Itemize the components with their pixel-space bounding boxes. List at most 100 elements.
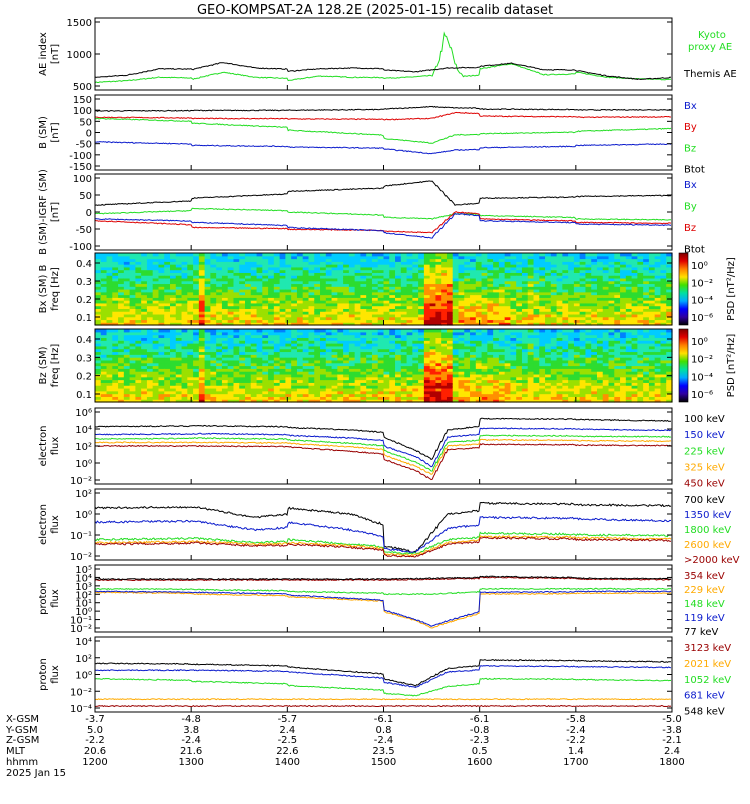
heatmap-cell: [124, 329, 130, 332]
heatmap-cell: [147, 329, 153, 332]
y-tick-label: 150: [73, 95, 92, 106]
heatmap-cell: [407, 329, 413, 332]
heatmap-cell: [418, 329, 424, 332]
y-axis-label: [nT]: [50, 122, 61, 142]
heatmap-cell: [222, 329, 228, 332]
legend-entry: Themis AE: [683, 69, 737, 80]
heatmap-cell: [251, 253, 257, 256]
y-axis-label: Bx (SM) B: [38, 264, 49, 313]
heatmap-cell: [470, 253, 476, 256]
y-axis-label: [nT]: [50, 44, 61, 64]
heatmap-cell: [274, 253, 280, 256]
panel-frame: [95, 174, 672, 250]
heatmap-cell: [441, 329, 447, 332]
heatmap-cell: [285, 329, 291, 332]
heatmap-cell: [580, 329, 586, 332]
heatmap-cell: [522, 329, 528, 332]
colorbar-tick-label: 10⁻⁴: [691, 296, 713, 307]
heatmap-cell: [505, 329, 511, 332]
heatmap-cell: [285, 253, 291, 256]
heatmap-cell: [568, 253, 574, 256]
heatmap-cell: [459, 329, 465, 332]
y-tick-label: 50: [79, 117, 92, 128]
heatmap-cell: [441, 253, 447, 256]
heatmap-cell: [112, 253, 118, 256]
heatmap-cell: [112, 329, 118, 332]
heatmap-cell: [470, 329, 476, 332]
heatmap-cell: [557, 253, 563, 256]
colorbar-label: PSD [nT²/Hz]: [726, 257, 737, 321]
legend-entry: proxy AE: [688, 42, 732, 53]
y-axis-label: freq [Hz]: [50, 267, 61, 311]
legend-entry: Bx: [684, 180, 697, 191]
legend-entry: Btot: [684, 165, 705, 176]
heatmap-cell: [476, 329, 482, 332]
heatmap-cell: [499, 329, 505, 332]
heatmap-cell: [153, 253, 159, 256]
heatmap-cell: [251, 329, 257, 332]
heatmap-cell: [314, 253, 320, 256]
heatmap-cell: [366, 329, 372, 332]
heatmap-cell: [510, 253, 516, 256]
heatmap-cell: [210, 329, 216, 332]
heatmap-cell: [297, 253, 303, 256]
series-line-by: [95, 208, 671, 220]
heatmap-cell: [539, 329, 545, 332]
heatmap-cell: [534, 329, 540, 332]
heatmap-cell: [349, 253, 355, 256]
heatmap-cell: [585, 329, 591, 332]
heatmap-cell: [124, 253, 130, 256]
y-axis-label: AE index: [38, 32, 49, 76]
heatmap-cell: [193, 329, 199, 332]
heatmap-cell: [401, 329, 407, 332]
heatmap-cell: [320, 329, 326, 332]
heatmap-cell: [268, 329, 274, 332]
heatmap-cell: [158, 329, 164, 332]
heatmap-cell: [614, 253, 620, 256]
legend-entry: Bz: [684, 223, 696, 234]
y-tick-label: 1500: [67, 18, 92, 29]
heatmap-cell: [597, 253, 603, 256]
heatmap-cell: [239, 329, 245, 332]
heatmap-cell: [459, 253, 465, 256]
chart-title: GEO-KOMPSAT-2A 128.2E (2025-01-15) recal…: [197, 3, 553, 18]
heatmap-cell: [245, 253, 251, 256]
heatmap-cell: [343, 253, 349, 256]
legend-entry: Bz: [684, 143, 696, 154]
heatmap-cell: [239, 253, 245, 256]
legend-entry: By: [684, 202, 697, 213]
heatmap-cell: [176, 253, 182, 256]
y-tick-label: 0: [86, 129, 92, 140]
heatmap-cell: [522, 253, 528, 256]
heatmap-cell: [516, 329, 522, 332]
y-tick-label: 0: [86, 208, 92, 219]
heatmap-cell: [326, 253, 332, 256]
y-tick-label: 0.1: [76, 313, 92, 324]
heatmap-cell: [101, 253, 107, 256]
heatmap-cell: [453, 253, 459, 256]
heatmap-cell: [539, 253, 545, 256]
heatmap-cell: [551, 329, 557, 332]
heatmap-cell: [407, 253, 413, 256]
y-tick-label: 100: [73, 106, 92, 117]
heatmap-cell: [153, 329, 159, 332]
series-line-btot: [95, 181, 671, 205]
heatmap-cell: [314, 329, 320, 332]
heatmap-cell: [626, 253, 632, 256]
heatmap-cell: [308, 253, 314, 256]
y-axis-label: [nT]: [50, 202, 61, 222]
heatmap-cell: [378, 253, 384, 256]
heatmap-cell: [360, 329, 366, 332]
series-line-bx: [95, 142, 671, 154]
y-tick-label: 50: [79, 191, 92, 202]
heatmap-cell: [176, 329, 182, 332]
heatmap-cell: [343, 329, 349, 332]
legend-entry: By: [684, 122, 697, 133]
heatmap-cell: [158, 253, 164, 256]
heatmap-cell: [233, 329, 239, 332]
heatmap-cell: [632, 253, 638, 256]
heatmap-cell: [430, 253, 436, 256]
series-line-btot: [95, 106, 671, 111]
